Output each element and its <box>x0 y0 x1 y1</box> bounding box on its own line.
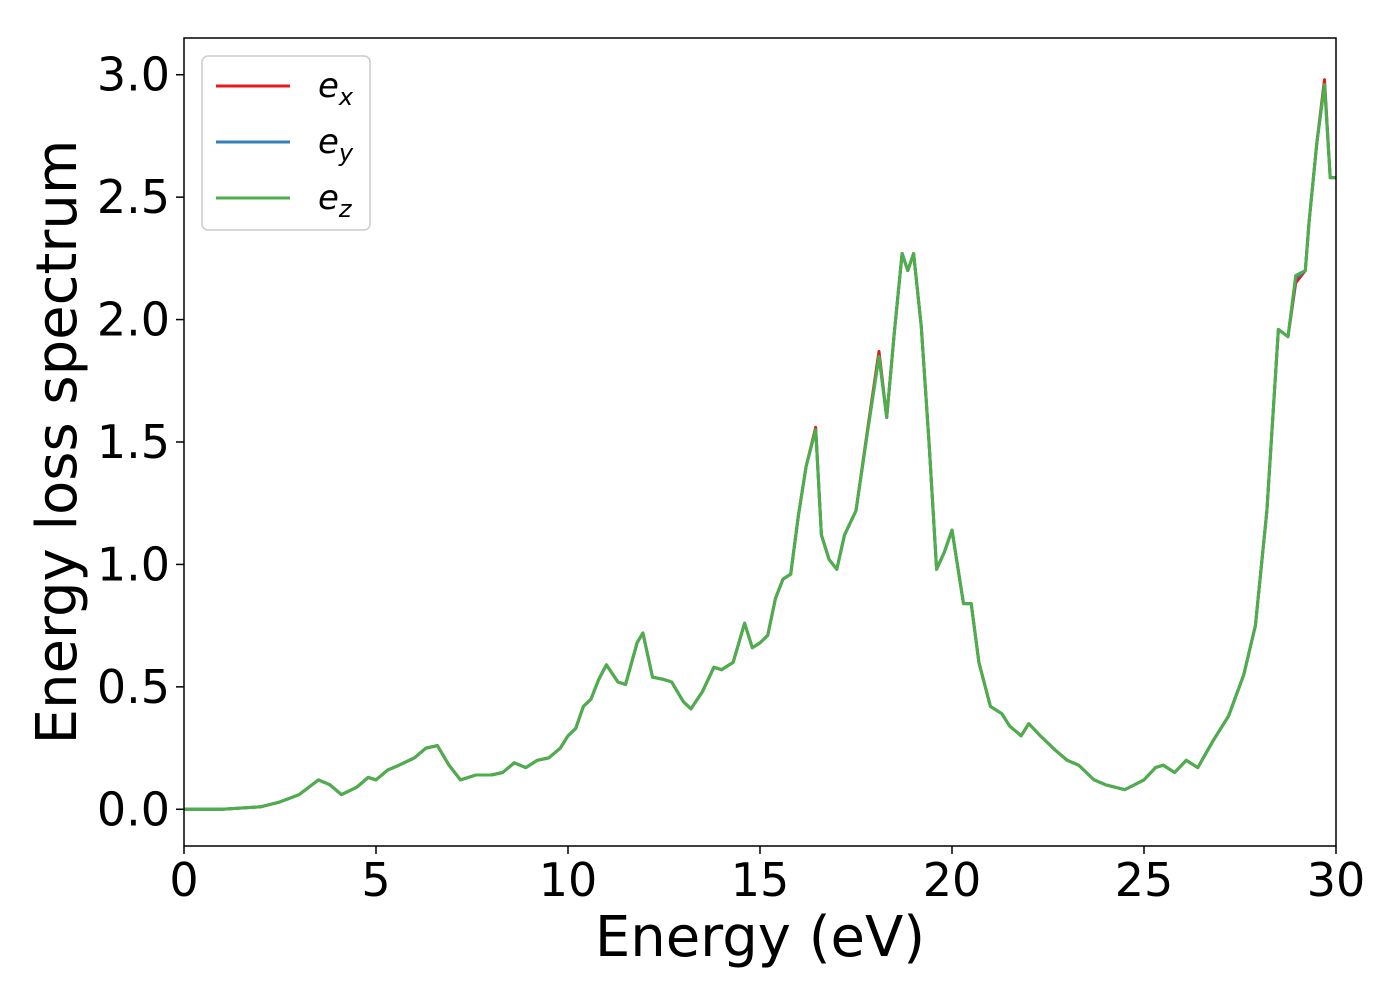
y-tick-label: 1.5 <box>97 415 170 469</box>
y-tick-label: 0.5 <box>97 660 170 714</box>
x-tick-label: 30 <box>1307 853 1366 907</box>
series-layer <box>184 78 1336 811</box>
x-tick-label: 10 <box>539 853 598 907</box>
x-tick-label: 5 <box>361 853 390 907</box>
y-tick-label: 1.0 <box>97 537 170 591</box>
y-tick-label: 0.0 <box>97 782 170 836</box>
y-axis-label: Energy loss spectrum <box>25 140 90 745</box>
y-axis-ticks: 0.0 0.5 1.0 1.5 2.0 2.5 3.0 <box>97 48 184 836</box>
x-tick-label: 20 <box>923 853 982 907</box>
y-tick-label: 3.0 <box>97 48 170 102</box>
x-tick-label: 25 <box>1115 853 1174 907</box>
x-tick-label: 15 <box>731 853 790 907</box>
legend-label: ex <box>318 66 354 111</box>
x-tick-label: 0 <box>169 853 198 907</box>
legend-label: ez <box>318 178 353 223</box>
legend: ex ey ez <box>201 55 371 231</box>
x-axis-ticks: 0 5 10 15 20 25 30 <box>169 846 1365 907</box>
y-tick-label: 2.0 <box>97 293 170 347</box>
legend-label: ey <box>318 122 354 167</box>
series-line-ez <box>184 83 1336 811</box>
y-tick-label: 2.5 <box>97 170 170 224</box>
x-axis-label: Energy (eV) <box>595 905 925 970</box>
